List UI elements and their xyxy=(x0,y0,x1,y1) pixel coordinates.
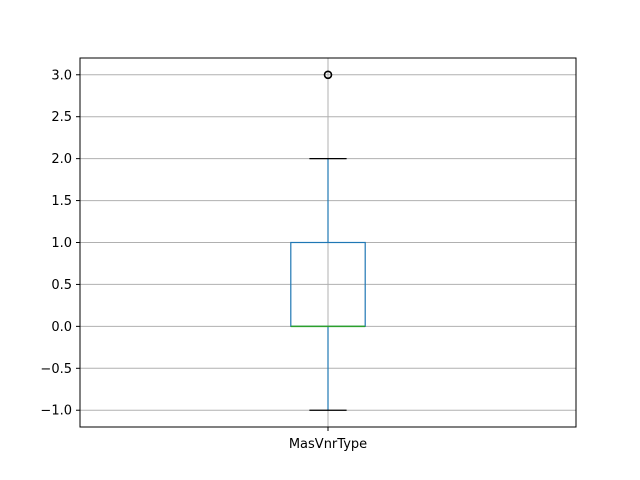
y-tick-label: −0.5 xyxy=(40,362,72,377)
x-axis: MasVnrType xyxy=(289,427,367,452)
plot-elements xyxy=(290,70,366,411)
x-category-label: MasVnrType xyxy=(289,437,367,452)
y-tick-label: 2.5 xyxy=(51,110,72,125)
y-tick-label: −1.0 xyxy=(40,404,72,419)
y-tick-label: 0.5 xyxy=(51,278,72,293)
y-tick-label: 0.0 xyxy=(51,320,72,335)
y-tick-label: 3.0 xyxy=(51,68,72,83)
outlier-point xyxy=(323,70,333,80)
y-axis: −1.0 −0.5 0.0 0.5 1.0 1.5 2.0 2.5 3.0 xyxy=(40,68,80,419)
y-tick-label: 1.0 xyxy=(51,236,72,251)
y-tick-label: 1.5 xyxy=(51,194,72,209)
y-tick-label: 2.0 xyxy=(51,152,72,167)
